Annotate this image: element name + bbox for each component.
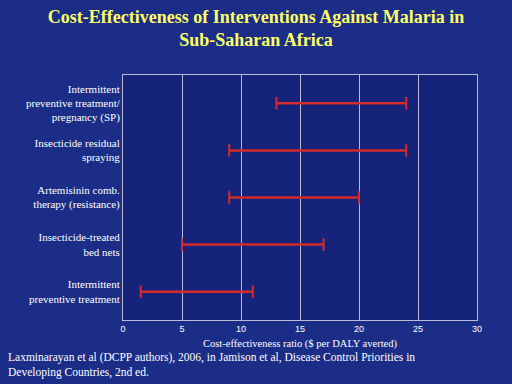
svg-text:Insecticide-treatedbed nets: Insecticide-treatedbed nets	[39, 231, 121, 257]
svg-text:Insecticide residualspraying: Insecticide residualspraying	[35, 137, 121, 163]
svg-text:5: 5	[179, 324, 184, 334]
svg-text:30: 30	[472, 324, 482, 334]
svg-text:10: 10	[236, 324, 246, 334]
svg-text:Laxminarayan et al (DCPP autho: Laxminarayan et al (DCPP authors), 2006,…	[8, 351, 415, 379]
svg-text:Cost-effectiveness ratio ($ pe: Cost-effectiveness ratio ($ per DALY ave…	[203, 338, 398, 350]
svg-text:Intermittentpreventive treatme: Intermittentpreventive treatment/pregnan…	[26, 83, 121, 125]
svg-text:Artemisinin comb.therapy (resi: Artemisinin comb.therapy (resistance)	[33, 184, 120, 211]
svg-text:0: 0	[120, 324, 125, 334]
svg-text:20: 20	[354, 324, 364, 334]
svg-text:25: 25	[413, 324, 423, 334]
svg-text:Cost-Effectiveness of Interven: Cost-Effectiveness of Interventions Agai…	[48, 7, 464, 50]
svg-text:Intermittentpreventive treatme: Intermittentpreventive treatment	[29, 278, 120, 304]
svg-text:15: 15	[295, 324, 305, 334]
